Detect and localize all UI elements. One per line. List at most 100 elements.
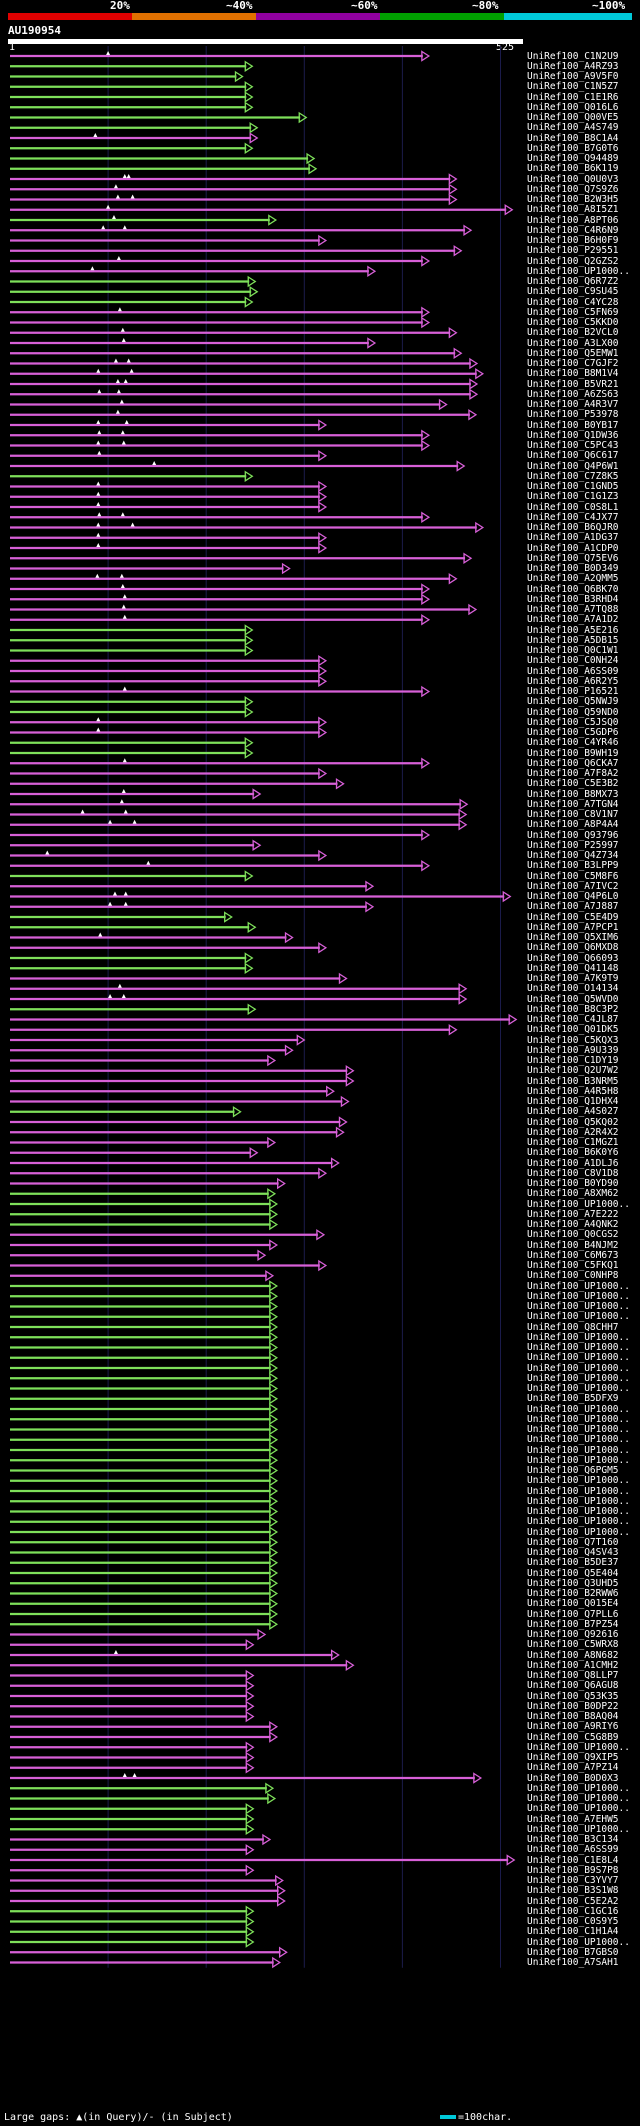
hit-label[interactable]: UniRef100_A7IVC2 (527, 880, 619, 892)
hit-label[interactable]: UniRef100_Q53K35 (527, 1690, 619, 1702)
hit-bar[interactable] (10, 931, 294, 944)
hit-label[interactable]: UniRef100_C0S9Y5 (527, 1916, 619, 1927)
hit-bar[interactable] (10, 111, 308, 124)
hit-label[interactable]: UniRef100_P53978 (527, 409, 619, 421)
hit-bar[interactable] (10, 1956, 281, 1969)
hit-bar[interactable] (10, 1598, 279, 1610)
hit-label[interactable]: UniRef100_A6SS09 (527, 665, 619, 677)
hit-bar[interactable] (10, 603, 478, 616)
hit-label[interactable]: UniRef100_C1E1R6 (527, 91, 619, 103)
hit-bar[interactable] (10, 1198, 279, 1210)
hit-bar[interactable] (10, 1229, 326, 1241)
hit-label[interactable]: UniRef100_B5DFX9 (527, 1393, 619, 1405)
hit-label[interactable]: UniRef100_B5VR21 (527, 378, 619, 390)
hit-bar[interactable] (10, 1926, 255, 1938)
hit-bar[interactable] (10, 60, 254, 72)
hit-label[interactable]: UniRef100_B4NJM2 (527, 1239, 619, 1251)
hit-label[interactable]: UniRef100_Q4P6L0 (527, 891, 619, 902)
hit-bar[interactable] (10, 1403, 279, 1415)
hit-bar[interactable] (10, 1034, 306, 1046)
hit-bar[interactable] (10, 91, 254, 103)
hit-bar[interactable] (10, 542, 328, 554)
hit-bar[interactable] (10, 1946, 288, 1958)
hit-label[interactable]: UniRef100_UP1000.. (527, 1793, 630, 1804)
hit-bar[interactable] (10, 214, 278, 226)
hit-bar[interactable] (10, 778, 345, 790)
hit-label[interactable]: UniRef100_B0D349 (527, 563, 619, 574)
hit-bar[interactable] (10, 1608, 279, 1620)
hit-bar[interactable] (10, 1188, 277, 1200)
hit-label[interactable]: UniRef100_Q0U0V3 (527, 173, 619, 185)
hit-label[interactable]: UniRef100_B3C134 (527, 1834, 619, 1845)
hit-bar[interactable] (10, 460, 466, 472)
hit-label[interactable]: UniRef100_Q0CGS2 (527, 1229, 619, 1241)
hit-bar[interactable] (10, 1639, 255, 1651)
hit-bar[interactable] (10, 1936, 255, 1948)
hit-bar[interactable] (10, 1393, 279, 1405)
hit-label[interactable]: UniRef100_C5KQX3 (527, 1034, 619, 1046)
hit-bar[interactable] (10, 788, 262, 800)
hit-label[interactable]: UniRef100_A2QMM5 (527, 573, 619, 585)
hit-label[interactable]: UniRef100_Q5NWJ9 (527, 696, 619, 708)
hit-label[interactable]: UniRef100_UP1000.. (527, 1403, 630, 1415)
hit-label[interactable]: UniRef100_Q5EMW1 (527, 347, 619, 359)
hit-label[interactable]: UniRef100_Q4Z734 (527, 850, 619, 861)
hit-label[interactable]: UniRef100_Q6AGU8 (527, 1680, 619, 1692)
hit-label[interactable]: UniRef100_UP1000.. (527, 1782, 630, 1794)
hit-bar[interactable] (10, 1044, 294, 1056)
hit-label[interactable]: UniRef100_Q94489 (527, 153, 619, 164)
hit-label[interactable]: UniRef100_B8C3P2 (527, 1003, 619, 1015)
hit-label[interactable]: UniRef100_UP1000.. (527, 1331, 630, 1343)
hit-label[interactable]: UniRef100_C8V1D8 (527, 1167, 619, 1179)
hit-label[interactable]: UniRef100_B2RWW6 (527, 1588, 619, 1599)
hit-label[interactable]: UniRef100_C0NH24 (527, 655, 619, 667)
hit-bar[interactable] (10, 1352, 279, 1364)
hit-label[interactable]: UniRef100_C1GC16 (527, 1905, 619, 1917)
hit-bar[interactable] (10, 1003, 257, 1015)
hit-bar[interactable] (10, 152, 316, 165)
hit-label[interactable]: UniRef100_A8I5Z1 (527, 204, 619, 216)
hit-bar[interactable] (10, 275, 257, 288)
hit-label[interactable]: UniRef100_Q5E404 (527, 1567, 619, 1579)
hit-bar[interactable] (10, 1126, 345, 1138)
hit-bar[interactable] (10, 1362, 279, 1374)
hit-label[interactable]: UniRef100_C1DY19 (527, 1055, 619, 1066)
hit-bar[interactable] (10, 1136, 277, 1149)
hit-bar[interactable] (10, 409, 478, 421)
hit-bar[interactable] (10, 1239, 279, 1251)
hit-label[interactable]: UniRef100_P29551 (527, 245, 619, 257)
hit-bar[interactable] (10, 1864, 255, 1876)
hit-bar[interactable] (10, 265, 377, 277)
hit-bar[interactable] (10, 439, 431, 452)
hit-bar[interactable] (10, 337, 377, 349)
hit-label[interactable]: UniRef100_UP1000.. (527, 1803, 630, 1815)
hit-label[interactable]: UniRef100_B3NRM5 (527, 1075, 619, 1087)
hit-bar[interactable] (10, 972, 348, 985)
hit-label[interactable]: UniRef100_C1G1Z3 (527, 491, 619, 503)
hit-bar[interactable] (10, 1454, 279, 1466)
hit-label[interactable]: UniRef100_A2R4X2 (527, 1126, 619, 1138)
hit-bar[interactable] (10, 1628, 267, 1641)
hit-label[interactable]: UniRef100_C7Z8K5 (527, 470, 619, 482)
hit-bar[interactable] (10, 419, 328, 431)
hit-label[interactable]: UniRef100_Q8LLP7 (527, 1670, 619, 1681)
hit-bar[interactable] (10, 1444, 279, 1456)
hit-label[interactable]: UniRef100_C5E3B2 (527, 778, 619, 790)
hit-label[interactable]: UniRef100_A7J887 (527, 901, 619, 913)
hit-bar[interactable] (10, 1065, 355, 1077)
hit-bar[interactable] (10, 388, 479, 400)
hit-label[interactable]: UniRef100_A7PCP1 (527, 921, 619, 933)
hit-label[interactable]: UniRef100_O14134 (527, 983, 619, 995)
hit-label[interactable]: UniRef100_C9SU45 (527, 286, 619, 298)
hit-bar[interactable] (10, 952, 254, 964)
hit-label[interactable]: UniRef100_B2W3H5 (527, 194, 619, 205)
hit-label[interactable]: UniRef100_C5JSQ0 (527, 716, 619, 728)
hit-label[interactable]: UniRef100_C1N2U9 (527, 50, 619, 62)
hit-bar[interactable] (10, 50, 431, 62)
hit-label[interactable]: UniRef100_C5PC43 (527, 440, 619, 451)
hit-label[interactable]: UniRef100_A4S749 (527, 122, 619, 134)
hit-label[interactable]: UniRef100_A7EHW5 (527, 1813, 619, 1825)
hit-bar[interactable] (10, 193, 458, 206)
hit-label[interactable]: UniRef100_C1MGZ1 (527, 1137, 619, 1148)
hit-label[interactable]: UniRef100_UP1000.. (527, 1301, 630, 1312)
